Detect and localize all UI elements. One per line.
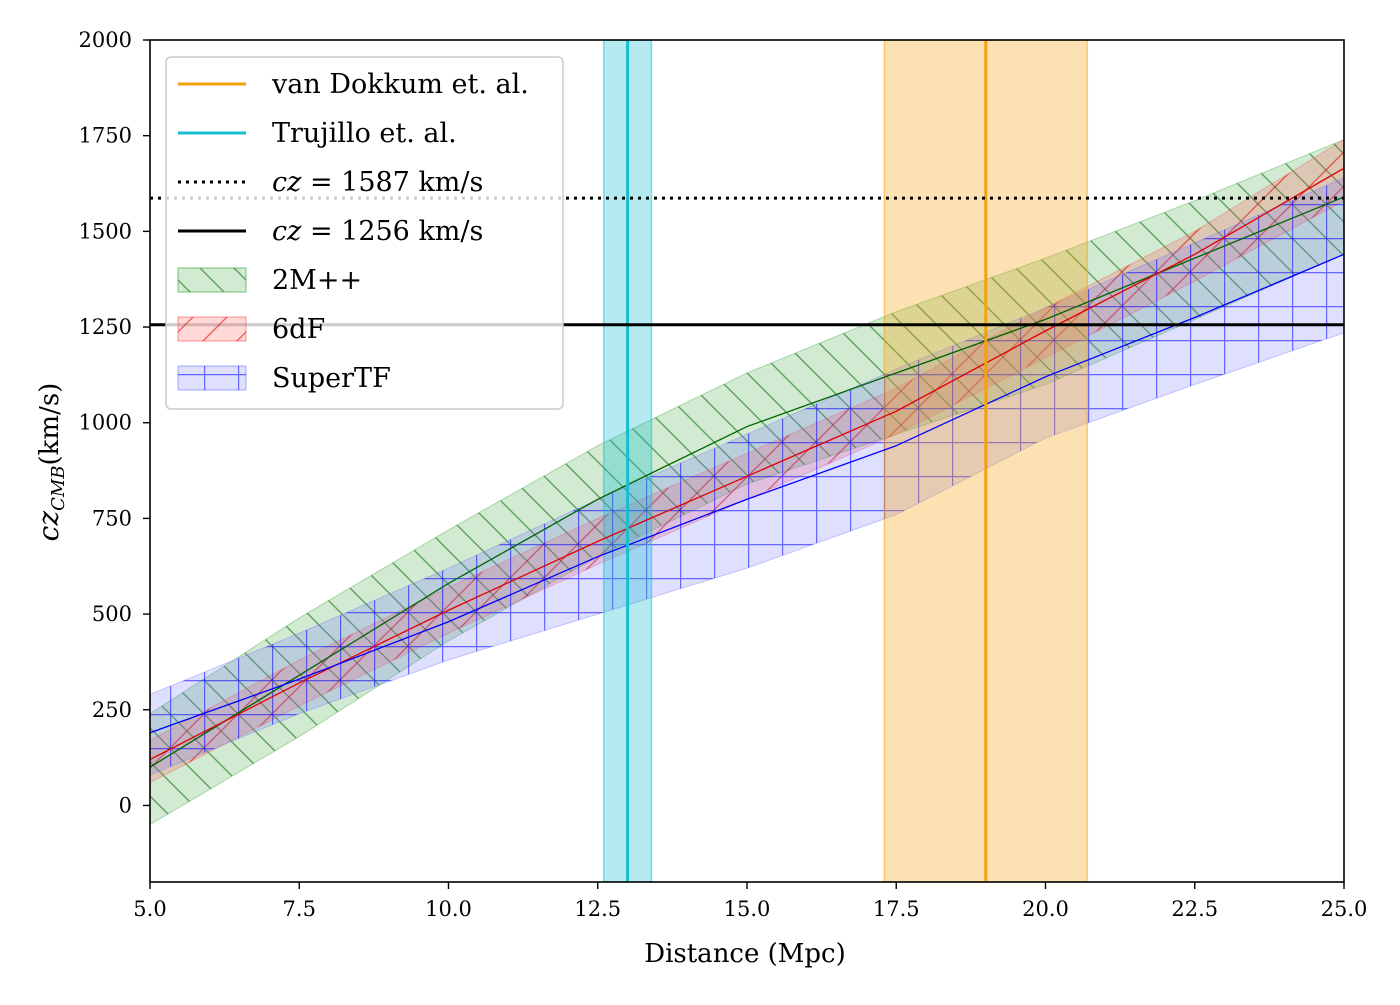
legend-label: van Dokkum et. al. [271, 69, 529, 100]
y-tick-label: 250 [92, 698, 132, 722]
y-tick-label: 0 [119, 793, 132, 817]
legend-label: 6dF [272, 314, 325, 345]
y-tick-label: 500 [92, 602, 132, 626]
legend: van Dokkum et. al. Trujillo et. al. cz = 1… [165, 56, 564, 410]
x-tick-label: 25.0 [1321, 897, 1368, 921]
series-line-2M++ [150, 196, 1344, 768]
legend-handle-hatch [178, 268, 246, 292]
x-tick-label: 12.5 [574, 897, 621, 921]
axes: 5.0 7.5 10.0 12.5 15.0 17.5 20.0 22.5 25.0 0 250 50… [79, 28, 1368, 921]
y-tick-label: 1250 [79, 315, 132, 339]
legend-label: cz = 1587 km/s [272, 167, 483, 198]
y-axis-label: czCMB(km/s) [32, 383, 69, 542]
y-axis-label-unit: (km/s) [35, 383, 65, 466]
x-tick-label: 15.0 [724, 897, 771, 921]
x-tick-label: 17.5 [873, 897, 920, 921]
y-tick-label: 1000 [79, 411, 132, 435]
x-tick-label: 22.5 [1171, 897, 1218, 921]
legend-label-value: = 1587 km/s [301, 167, 483, 198]
y-tick-label: 2000 [79, 28, 132, 52]
series-line-6dF [150, 167, 1344, 761]
x-tick-label: 7.5 [283, 897, 316, 921]
series-line-SuperTF [150, 253, 1344, 734]
legend-label: SuperTF [272, 363, 391, 394]
y-axis-label-main: cz [32, 511, 65, 542]
x-tick-label: 20.0 [1022, 897, 1069, 921]
x-axis-label: Distance (Mpc) [644, 939, 846, 969]
legend-handle-hatch [178, 317, 246, 341]
legend-label: cz = 1256 km/s [272, 216, 483, 247]
y-tick-label: 1500 [79, 219, 132, 243]
legend-label-value: = 1256 km/s [301, 216, 483, 247]
legend-label-var: cz [272, 167, 302, 198]
legend-label: Trujillo et. al. [272, 118, 457, 149]
x-tick-label: 5.0 [133, 897, 166, 921]
y-tick-label: 1750 [79, 124, 132, 148]
legend-label: 2M++ [272, 265, 362, 296]
legend-box [165, 56, 564, 410]
x-tick-label: 10.0 [425, 897, 472, 921]
plot-area [150, 40, 1344, 882]
legend-label-var: cz [272, 216, 302, 247]
legend-handle-hatch [178, 366, 246, 390]
y-tick-label: 750 [92, 506, 132, 530]
y-axis-label-sub: CMB [48, 465, 69, 510]
